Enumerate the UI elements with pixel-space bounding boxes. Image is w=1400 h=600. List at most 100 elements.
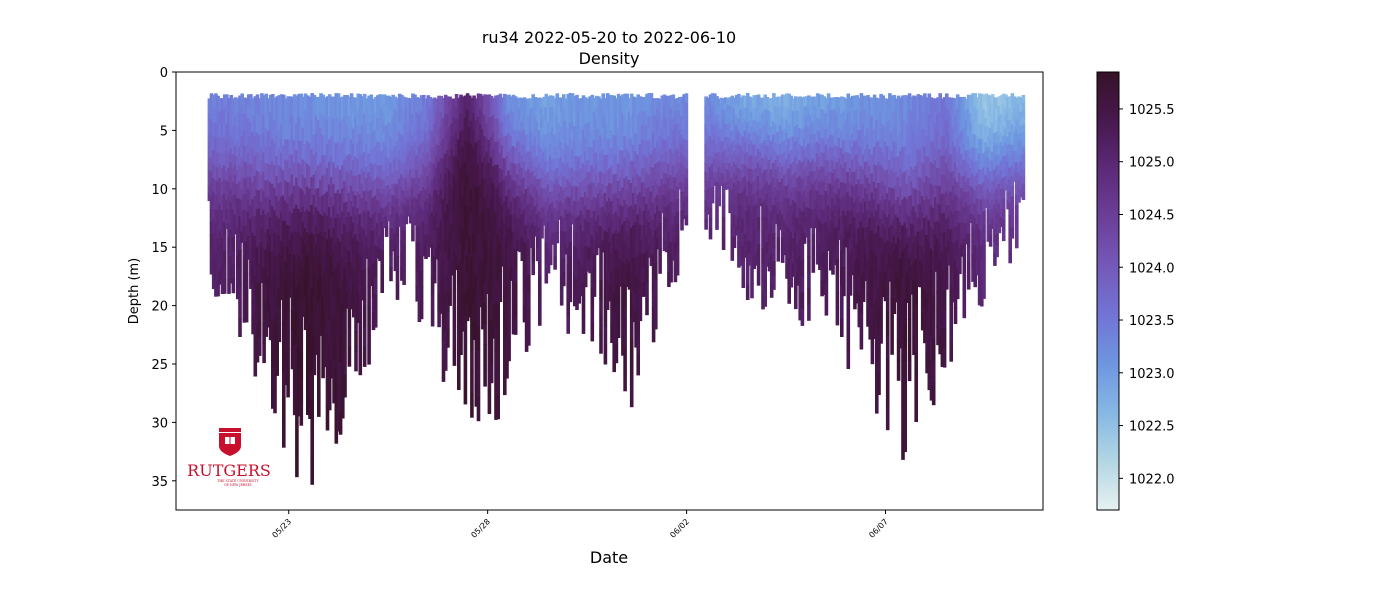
profile-segment <box>299 283 304 308</box>
profile-segment <box>376 246 380 259</box>
profile-segment <box>459 94 463 114</box>
profile-segment <box>719 172 724 180</box>
profile-segment <box>993 145 997 158</box>
profile-segment <box>767 172 772 186</box>
profile-segment <box>796 191 800 206</box>
profile-segment <box>380 264 384 279</box>
profile-segment <box>826 160 831 173</box>
profile-segment <box>415 228 419 244</box>
profile-segment <box>885 146 890 171</box>
profile-segment <box>658 123 662 137</box>
profile-segment <box>717 106 721 115</box>
profile-segment <box>240 199 244 211</box>
profile-segment <box>761 127 765 144</box>
profile-segment <box>463 117 468 141</box>
profile-segment <box>951 287 956 303</box>
profile-segment <box>680 115 684 126</box>
profile-segment <box>402 110 406 125</box>
profile-segment <box>813 199 818 210</box>
profile-segment <box>651 98 656 117</box>
profile-segment <box>522 161 527 179</box>
profile-segment <box>588 247 592 261</box>
profile-segment <box>715 115 719 126</box>
profile-segment <box>986 199 991 211</box>
profile-segment <box>868 269 872 288</box>
profile-segment <box>592 168 597 184</box>
profile-segment <box>297 392 301 417</box>
profile-segment <box>422 140 426 153</box>
profile-segment <box>568 212 573 228</box>
profile-segment <box>227 195 231 211</box>
profile-segment <box>741 191 746 206</box>
profile-segment <box>969 176 973 187</box>
profile-segment <box>540 148 544 159</box>
profile-segment <box>999 179 1004 190</box>
profile-segment <box>643 196 647 212</box>
profile-segment <box>389 96 393 111</box>
profile-segment <box>505 317 509 339</box>
profile-segment <box>227 279 231 294</box>
profile-segment <box>601 217 605 230</box>
profile-segment <box>772 149 776 164</box>
profile-segment <box>238 198 242 217</box>
profile-segment <box>632 305 636 323</box>
profile-segment <box>548 119 553 133</box>
profile-segment <box>875 345 879 369</box>
profile-segment <box>870 325 875 346</box>
profile-segment <box>785 198 789 213</box>
profile-segment <box>918 204 923 219</box>
profile-segment <box>209 157 214 172</box>
profile-segment <box>787 138 791 155</box>
profile-segment <box>520 190 525 203</box>
profile-segment <box>498 286 503 303</box>
profile-segment <box>266 245 271 263</box>
profile-segment <box>811 96 816 110</box>
profile-segment <box>920 95 925 114</box>
profile-segment <box>262 171 266 192</box>
profile-segment <box>279 255 284 271</box>
profile-segment <box>995 109 999 121</box>
profile-segment <box>789 177 794 192</box>
profile-segment <box>986 94 991 106</box>
profile-segment <box>507 132 511 153</box>
profile-segment <box>334 343 339 369</box>
profile-segment <box>936 115 940 134</box>
profile-segment <box>938 167 942 187</box>
profile-segment <box>236 169 240 185</box>
profile-segment <box>894 258 899 274</box>
profile-segment <box>452 270 457 290</box>
profile-segment <box>577 142 581 158</box>
profile-segment <box>754 216 759 230</box>
profile-segment <box>640 111 645 126</box>
profile-segment <box>586 221 590 235</box>
profile-segment <box>980 199 984 216</box>
profile-segment <box>527 186 531 205</box>
profile-segment <box>945 275 949 290</box>
profile-segment <box>848 266 853 282</box>
profile-segment <box>373 228 378 246</box>
profile-segment <box>732 97 737 109</box>
profile-segment <box>608 183 612 199</box>
profile-segment <box>844 130 848 142</box>
profile-segment <box>483 302 487 325</box>
profile-segment <box>765 169 770 183</box>
profile-segment <box>583 97 588 112</box>
profile-segment <box>347 250 352 271</box>
profile-segment <box>870 135 875 156</box>
profile-segment <box>487 345 492 369</box>
profile-segment <box>400 214 404 228</box>
profile-segment <box>800 309 805 326</box>
profile-segment <box>627 179 632 195</box>
profile-segment <box>257 300 262 320</box>
profile-segment <box>618 231 623 246</box>
profile-segment <box>465 174 470 192</box>
profile-segment <box>295 150 299 178</box>
profile-segment <box>618 96 623 111</box>
profile-segment <box>413 94 417 105</box>
profile-segment <box>767 160 772 173</box>
profile-segment <box>503 308 507 331</box>
profile-segment <box>730 131 735 144</box>
profile-segment <box>949 191 953 212</box>
profile-segment <box>246 165 251 178</box>
profile-segment <box>330 197 334 218</box>
